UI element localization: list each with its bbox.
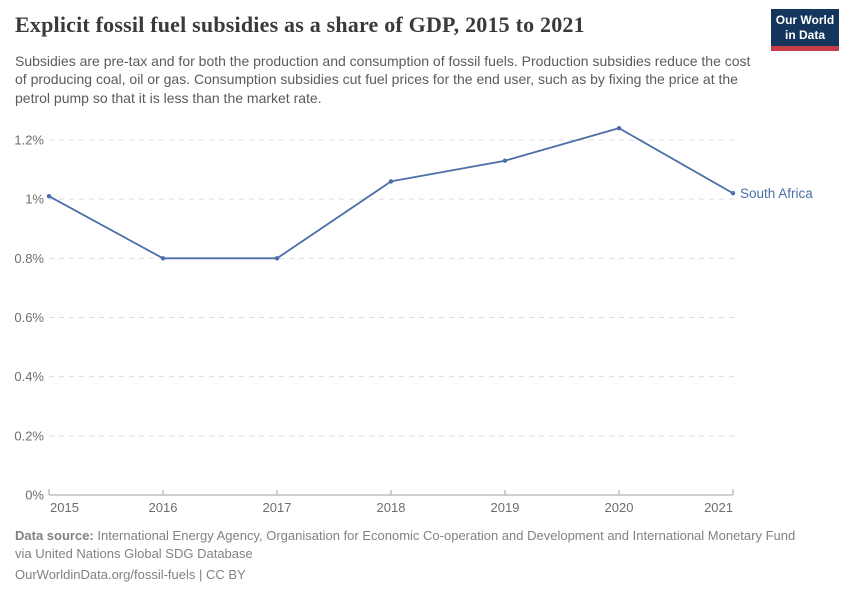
data-point [46, 194, 52, 199]
data-point [502, 158, 508, 163]
series-line [48, 127, 734, 260]
chart-footer: Data source: International Energy Agency… [15, 527, 810, 585]
x-axis-label: 2019 [491, 500, 520, 515]
series-end-label: South Africa [740, 186, 813, 201]
x-axis-label: 2016 [149, 500, 178, 515]
x-axis-label: 2021 [704, 500, 733, 515]
data-point [274, 256, 280, 261]
license-line: OurWorldinData.org/fossil-fuels | CC BY [15, 567, 246, 583]
owid-logo[interactable]: Our World in Data [771, 9, 839, 51]
y-axis-label: 0% [25, 488, 44, 503]
page-title: Explicit fossil fuel subsidies as a shar… [15, 12, 585, 37]
y-axis-label: 1.2% [14, 133, 44, 148]
data-point [388, 179, 394, 184]
line-chart[interactable]: 0% 0.2% 0.4% 0.6% 0.8% 1% 1.2% 2015 2016 2017 2018… [0, 115, 850, 520]
y-axis-label: 0.6% [14, 310, 44, 325]
owid-logo-line1: Our World [775, 13, 835, 27]
x-axis-label: 2020 [605, 500, 634, 515]
chart-subtitle: Subsidies are pre-tax and for both the p… [15, 53, 751, 106]
y-axis-label: 0.8% [14, 251, 44, 266]
y-axis-label: 0.2% [14, 428, 44, 443]
data-source-text: International Energy Agency, Organisatio… [15, 528, 796, 562]
data-point [160, 256, 166, 261]
data-source-line: Data source: International Energy Agency… [15, 527, 810, 563]
data-point [616, 125, 622, 131]
data-source-label: Data source: [15, 528, 94, 543]
y-axis-label: 0.4% [14, 369, 44, 384]
y-axis-label: 1% [25, 192, 44, 207]
owid-logo-line2: in Data [784, 28, 825, 42]
x-axis-label: 2017 [263, 500, 292, 515]
data-point [730, 191, 736, 196]
x-axis-label: 2015 [50, 500, 79, 515]
x-axis-label: 2018 [377, 500, 406, 515]
